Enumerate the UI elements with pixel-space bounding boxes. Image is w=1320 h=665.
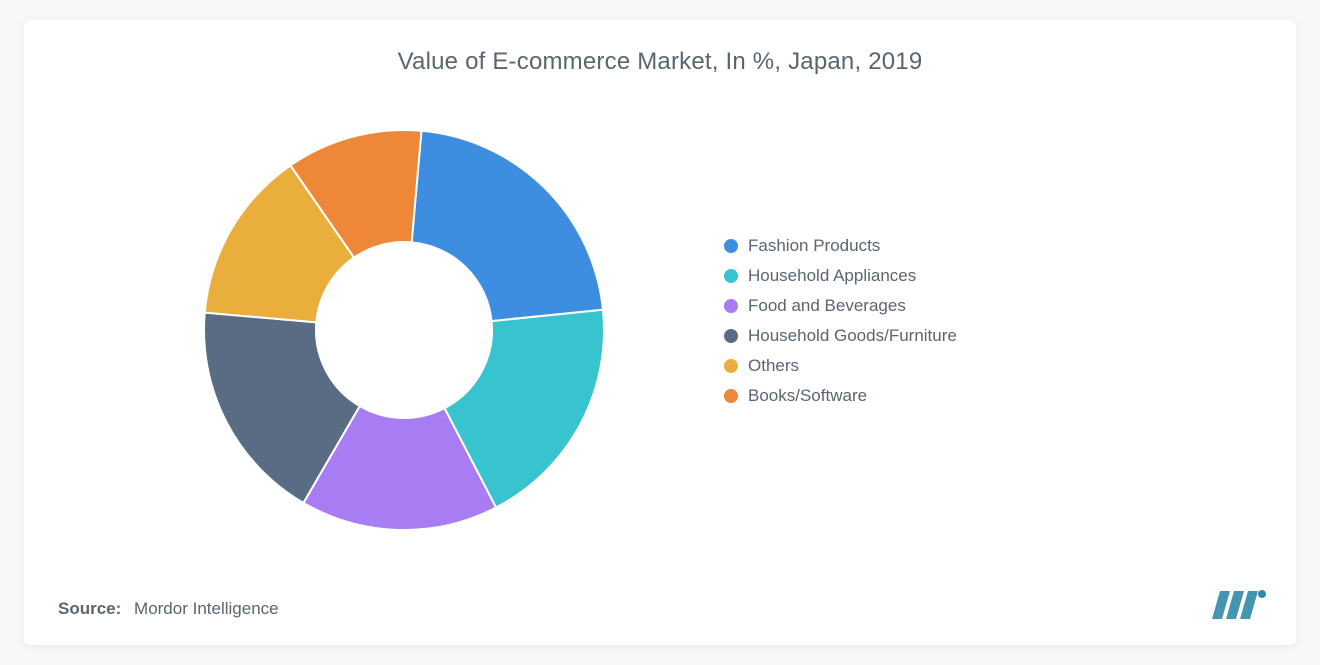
legend-item: Others bbox=[724, 352, 957, 380]
legend-swatch bbox=[724, 239, 738, 253]
legend-swatch bbox=[724, 359, 738, 373]
donut-center bbox=[317, 243, 492, 418]
legend-item: Food and Beverages bbox=[724, 292, 957, 320]
source-attribution: Source: Mordor Intelligence bbox=[58, 599, 279, 619]
legend-swatch bbox=[724, 269, 738, 283]
legend-label: Books/Software bbox=[748, 382, 867, 410]
legend-item: Books/Software bbox=[724, 382, 957, 410]
legend-item: Household Appliances bbox=[724, 262, 957, 290]
legend-label: Household Appliances bbox=[748, 262, 916, 290]
source-text: Mordor Intelligence bbox=[134, 599, 279, 618]
chart-title: Value of E-commerce Market, In %, Japan,… bbox=[24, 48, 1296, 76]
legend-label: Others bbox=[748, 352, 799, 380]
legend-swatch bbox=[724, 299, 738, 313]
legend-swatch bbox=[724, 329, 738, 343]
source-label: Source: bbox=[58, 599, 121, 618]
legend: Fashion ProductsHousehold AppliancesFood… bbox=[724, 230, 957, 412]
donut-chart bbox=[204, 130, 604, 530]
card: Value of E-commerce Market, In %, Japan,… bbox=[24, 20, 1296, 645]
legend-item: Fashion Products bbox=[724, 232, 957, 260]
legend-label: Fashion Products bbox=[748, 232, 880, 260]
legend-label: Food and Beverages bbox=[748, 292, 906, 320]
legend-label: Household Goods/Furniture bbox=[748, 322, 957, 350]
legend-swatch bbox=[724, 389, 738, 403]
brand-logo-icon bbox=[1212, 581, 1268, 621]
legend-item: Household Goods/Furniture bbox=[724, 322, 957, 350]
